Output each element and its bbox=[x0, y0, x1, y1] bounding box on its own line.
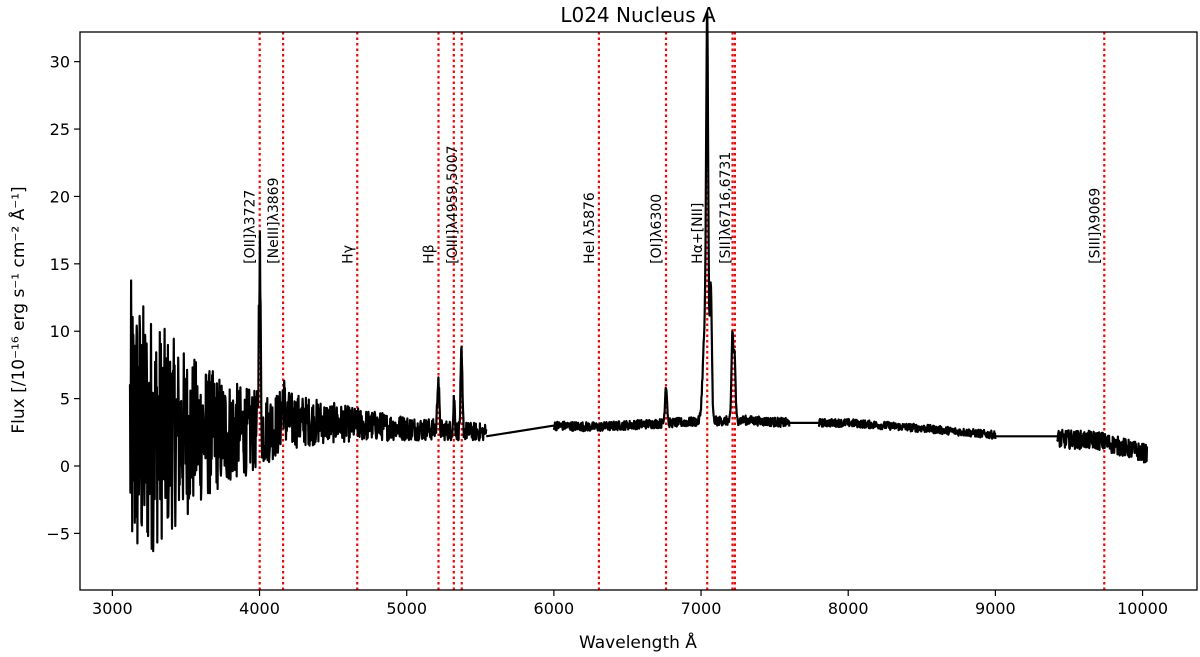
y-tick-label: 0 bbox=[60, 457, 70, 476]
emission-line-label: [OIII]λ4959,5007 bbox=[445, 145, 461, 263]
emission-line-label: [SII]λ6716,6731 bbox=[718, 152, 734, 264]
x-axis-ticks: 3000 4000 5000 6000 7000 8000 9000 10000 bbox=[92, 590, 1168, 618]
x-tick-label: 4000 bbox=[239, 599, 280, 618]
emission-line-labels: [OII]λ3727 [NeIII]λ3869 Hγ Hβ [OIII]λ4959,50… bbox=[243, 145, 1104, 263]
y-tick-label: −5 bbox=[46, 524, 70, 543]
y-tick-label: 15 bbox=[50, 255, 70, 274]
y-axis-ticks: −5 0 5 10 15 20 25 30 bbox=[46, 53, 80, 543]
axes-frame bbox=[79, 31, 1198, 591]
y-axis-label: Flux [/10⁻¹⁶ erg s⁻¹ cm⁻² Å⁻¹] bbox=[7, 186, 29, 433]
emission-line-label: Hβ bbox=[421, 244, 437, 263]
x-axis-label: Wavelength Å bbox=[579, 631, 697, 653]
y-tick-label: 20 bbox=[50, 187, 70, 206]
series-layer bbox=[128, 11, 1149, 553]
spectrum-line-segment bbox=[1056, 428, 1149, 464]
emission-line-label: Hγ bbox=[340, 245, 356, 264]
spectrum-line-segment bbox=[486, 424, 555, 438]
emission-line-markers bbox=[258, 32, 1106, 590]
emission-line-label: HeI λ5876 bbox=[582, 192, 598, 264]
x-tick-label: 8000 bbox=[828, 599, 869, 618]
spectrum-line-segment bbox=[817, 418, 997, 440]
spectrum-line-segment bbox=[552, 11, 791, 433]
emission-line-label: [OII]λ3727 bbox=[243, 190, 259, 264]
emission-line-label: [OI]λ6300 bbox=[649, 194, 665, 264]
x-tick-label: 7000 bbox=[681, 599, 722, 618]
y-tick-label: 25 bbox=[50, 120, 70, 139]
y-tick-label: 5 bbox=[60, 390, 70, 409]
y-tick-label: 10 bbox=[50, 322, 70, 341]
chart-title: L024 Nucleus A bbox=[560, 3, 716, 27]
x-tick-label: 3000 bbox=[92, 599, 133, 618]
y-tick-label: 30 bbox=[50, 53, 70, 72]
emission-line-label: [NeIII]λ3869 bbox=[266, 178, 282, 264]
emission-line-label: [SIII]λ9069 bbox=[1087, 188, 1103, 264]
x-tick-label: 10000 bbox=[1117, 599, 1168, 618]
emission-line-label: Hα+[NII] bbox=[690, 203, 706, 264]
spectrum-line-segment bbox=[128, 230, 488, 553]
x-tick-label: 6000 bbox=[534, 599, 575, 618]
x-tick-label: 9000 bbox=[975, 599, 1016, 618]
x-tick-label: 5000 bbox=[386, 599, 427, 618]
